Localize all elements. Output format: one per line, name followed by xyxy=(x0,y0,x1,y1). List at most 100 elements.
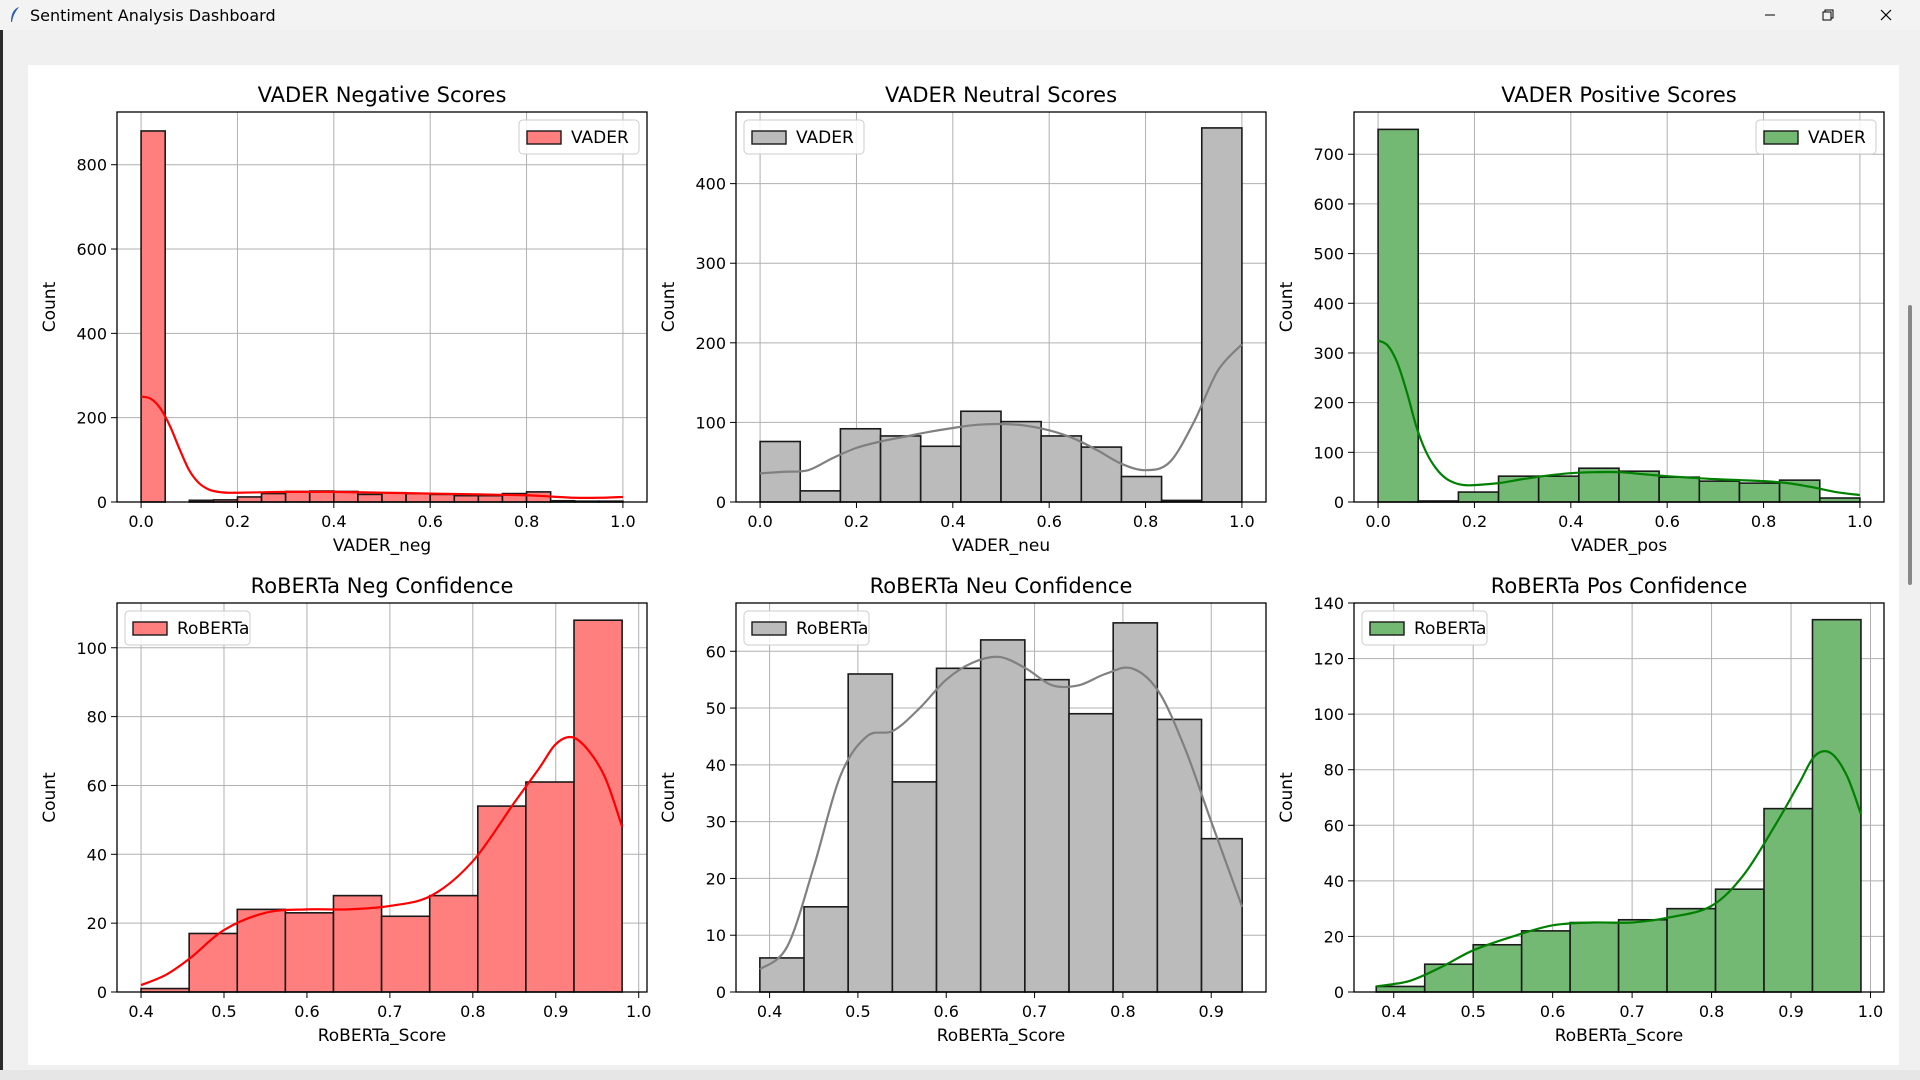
histogram-bar xyxy=(357,493,383,503)
histogram-bar xyxy=(236,496,263,503)
chart-vader-neu: 0.0 0.2 0.4 0.6 0.8 1.0 0 100 200 300 400 VADER Neu… xyxy=(659,83,1267,556)
histogram-bar xyxy=(477,494,504,503)
legend-swatch xyxy=(1763,130,1799,145)
histogram-bar xyxy=(1200,837,1243,993)
histogram-bars xyxy=(1377,128,1861,503)
x-tick-label: 0.6 xyxy=(1654,512,1679,531)
x-tick-label: 0.8 xyxy=(460,1002,485,1021)
x-axis-label: VADER_neu xyxy=(952,536,1050,556)
x-tick-label: 0.4 xyxy=(1381,1002,1406,1021)
histogram-bar xyxy=(1120,475,1163,503)
legend-swatch xyxy=(751,621,787,636)
chart-roberta-neg: 0.4 0.5 0.6 0.7 0.8 0.9 1.0 0 20 40 60 80 100 RoBERTa… xyxy=(40,574,651,1046)
histogram-bar xyxy=(1520,930,1571,993)
vertical-scrollbar[interactable] xyxy=(1908,305,1912,585)
legend-label: RoBERTa xyxy=(796,619,868,639)
y-tick-label: 30 xyxy=(706,813,726,832)
x-tick-label: 0.5 xyxy=(1460,1002,1485,1021)
x-tick-label: 0.6 xyxy=(934,1002,959,1021)
x-tick-label: 0.9 xyxy=(543,1002,568,1021)
histogram-bars xyxy=(759,622,1243,993)
y-tick-label: 10 xyxy=(706,926,726,945)
histogram-bar xyxy=(428,894,479,993)
x-tick-label: 0.7 xyxy=(377,1002,402,1021)
histogram-bar xyxy=(1080,446,1123,503)
x-tick-label: 0.6 xyxy=(1540,1002,1565,1021)
histogram-bar xyxy=(140,130,166,503)
y-tick-label: 100 xyxy=(76,639,107,658)
minimize-button[interactable] xyxy=(1741,0,1799,30)
y-tick-label: 140 xyxy=(1313,594,1344,613)
histogram-bars xyxy=(1375,618,1862,993)
restore-button[interactable] xyxy=(1799,0,1857,30)
kde-line xyxy=(760,343,1243,475)
histogram-bar xyxy=(405,492,431,503)
y-tick-label: 80 xyxy=(1324,761,1344,780)
chart-title: VADER Neutral Scores xyxy=(885,83,1117,107)
x-tick-label: 0.8 xyxy=(1699,1002,1724,1021)
y-tick-label: 0 xyxy=(716,493,726,512)
y-tick-label: 300 xyxy=(695,254,726,273)
chart-title: VADER Negative Scores xyxy=(258,83,507,107)
y-tick-label: 500 xyxy=(1313,245,1344,264)
histogram-bar xyxy=(1423,963,1474,993)
x-tick-label: 0.0 xyxy=(128,512,153,531)
legend-swatch xyxy=(526,130,562,145)
histogram-bar xyxy=(1714,888,1765,993)
axes-frame xyxy=(1353,602,1885,993)
histogram-bar xyxy=(453,494,480,503)
y-axis-label: Count xyxy=(40,281,60,332)
legend-label: VADER xyxy=(796,128,854,148)
histogram-bars xyxy=(140,130,624,503)
histogram-bar xyxy=(1156,718,1203,993)
y-tick-label: 0 xyxy=(97,983,107,1002)
title-bar: Sentiment Analysis Dashboard xyxy=(0,0,1920,30)
kde-line xyxy=(759,655,1244,971)
y-tick-label: 120 xyxy=(1313,650,1344,669)
window-border xyxy=(0,30,3,1080)
y-tick-label: 80 xyxy=(87,708,107,727)
kde-line xyxy=(1377,339,1861,497)
legend-label: VADER xyxy=(571,128,629,148)
y-tick-label: 40 xyxy=(87,845,107,864)
x-tick-label: 0.7 xyxy=(1022,1002,1047,1021)
legend: RoBERTa xyxy=(1361,610,1488,646)
y-tick-label: 60 xyxy=(706,642,726,661)
x-tick-label: 1.0 xyxy=(1847,512,1872,531)
legend-box xyxy=(124,610,251,646)
x-tick-label: 0.4 xyxy=(1558,512,1583,531)
histogram-bar xyxy=(1000,420,1042,503)
y-tick-label: 0 xyxy=(97,493,107,512)
y-axis-label: Count xyxy=(659,281,679,332)
histogram-bar xyxy=(1457,491,1500,503)
feather-icon xyxy=(4,4,26,26)
y-tick-label: 400 xyxy=(695,175,726,194)
y-tick-label: 400 xyxy=(1313,294,1344,313)
y-tick-label: 60 xyxy=(1324,816,1344,835)
y-tick-label: 200 xyxy=(695,334,726,353)
kde-line xyxy=(140,395,623,500)
chart-title: VADER Positive Scores xyxy=(1501,83,1736,107)
y-tick-label: 0 xyxy=(716,983,726,1002)
histogram-bars xyxy=(759,127,1243,503)
histogram-bar xyxy=(284,490,311,503)
x-tick-label: 0.8 xyxy=(1133,512,1158,531)
close-button[interactable] xyxy=(1857,0,1915,30)
histogram-bar xyxy=(879,435,922,503)
toolbar-strip xyxy=(0,1070,1920,1080)
x-tick-label: 0.8 xyxy=(1751,512,1776,531)
histogram-bar xyxy=(1112,622,1159,993)
histogram-bar xyxy=(236,908,287,993)
x-tick-label: 0.2 xyxy=(225,512,250,531)
axes-frame xyxy=(116,111,648,503)
y-tick-label: 200 xyxy=(1313,394,1344,413)
y-tick-label: 40 xyxy=(1324,872,1344,891)
histogram-bar xyxy=(1377,128,1420,503)
x-tick-label: 0.6 xyxy=(417,512,442,531)
histogram-bar xyxy=(1472,943,1523,993)
legend-label: RoBERTa xyxy=(177,619,249,639)
x-tick-label: 1.0 xyxy=(1229,512,1254,531)
histogram-bar xyxy=(1738,482,1781,503)
y-tick-label: 400 xyxy=(76,324,107,343)
x-tick-label: 1.0 xyxy=(610,512,635,531)
